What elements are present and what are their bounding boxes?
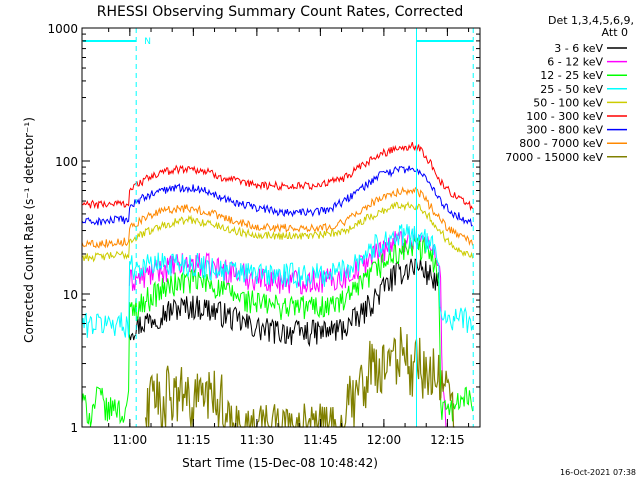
x-tick-label: 11:15	[176, 433, 211, 447]
series-line-7	[81, 186, 474, 249]
data-series-layer	[81, 141, 474, 429]
legend-header: Det 1,3,4,5,6,9,	[548, 14, 634, 27]
legend-entry-label: 7000 - 15000 keV	[505, 151, 603, 164]
y-tick-label: 100	[55, 155, 78, 169]
flag-label: N	[144, 37, 151, 47]
legend-entry-label: 50 - 100 keV	[533, 96, 603, 109]
y-tick-label: 10	[63, 288, 78, 302]
series-line-6	[81, 165, 473, 227]
footer-date: 16-Oct-2021 07:38	[560, 468, 636, 477]
x-tick-label: 11:00	[113, 433, 148, 447]
series-line-5	[81, 141, 474, 212]
chart-title: RHESSI Observing Summary Count Rates, Co…	[97, 4, 463, 20]
legend-entry-label: 300 - 800 keV	[526, 124, 603, 137]
y-axis-label: Corrected Count Rate (s⁻¹ detector⁻¹)	[22, 117, 36, 343]
x-axis-label: Start Time (15-Dec-08 10:48:42)	[182, 456, 378, 470]
y-tick-label: 1	[70, 421, 78, 435]
series-line-4	[81, 201, 474, 263]
series-line-2	[81, 235, 474, 427]
y-axis: 1 10 100 1000	[47, 22, 480, 435]
legend-header: Att 0	[602, 26, 628, 39]
y-tick-label: 1000	[47, 22, 78, 36]
series-line-0	[128, 258, 439, 348]
plot-frame	[81, 27, 481, 428]
x-tick-label: 11:30	[240, 433, 275, 447]
legend-entry-label: 6 - 12 keV	[547, 56, 603, 69]
series-line-3	[81, 224, 474, 338]
legend-entry-label: 100 - 300 keV	[526, 110, 603, 123]
legend-entry-label: 3 - 6 keV	[554, 42, 603, 55]
x-tick-label: 12:00	[367, 433, 402, 447]
legend-entry-label: 25 - 50 keV	[540, 83, 603, 96]
x-axis: 11:00 11:15 11:30 11:45 12:00 12:15	[108, 28, 470, 447]
legend-entry-label: 12 - 25 keV	[540, 69, 603, 82]
x-tick-label: 12:15	[430, 433, 465, 447]
time-marker-layer: N	[83, 28, 474, 427]
x-tick-label: 11:45	[303, 433, 338, 447]
legend-entry-label: 800 - 7000 keV	[519, 137, 603, 150]
